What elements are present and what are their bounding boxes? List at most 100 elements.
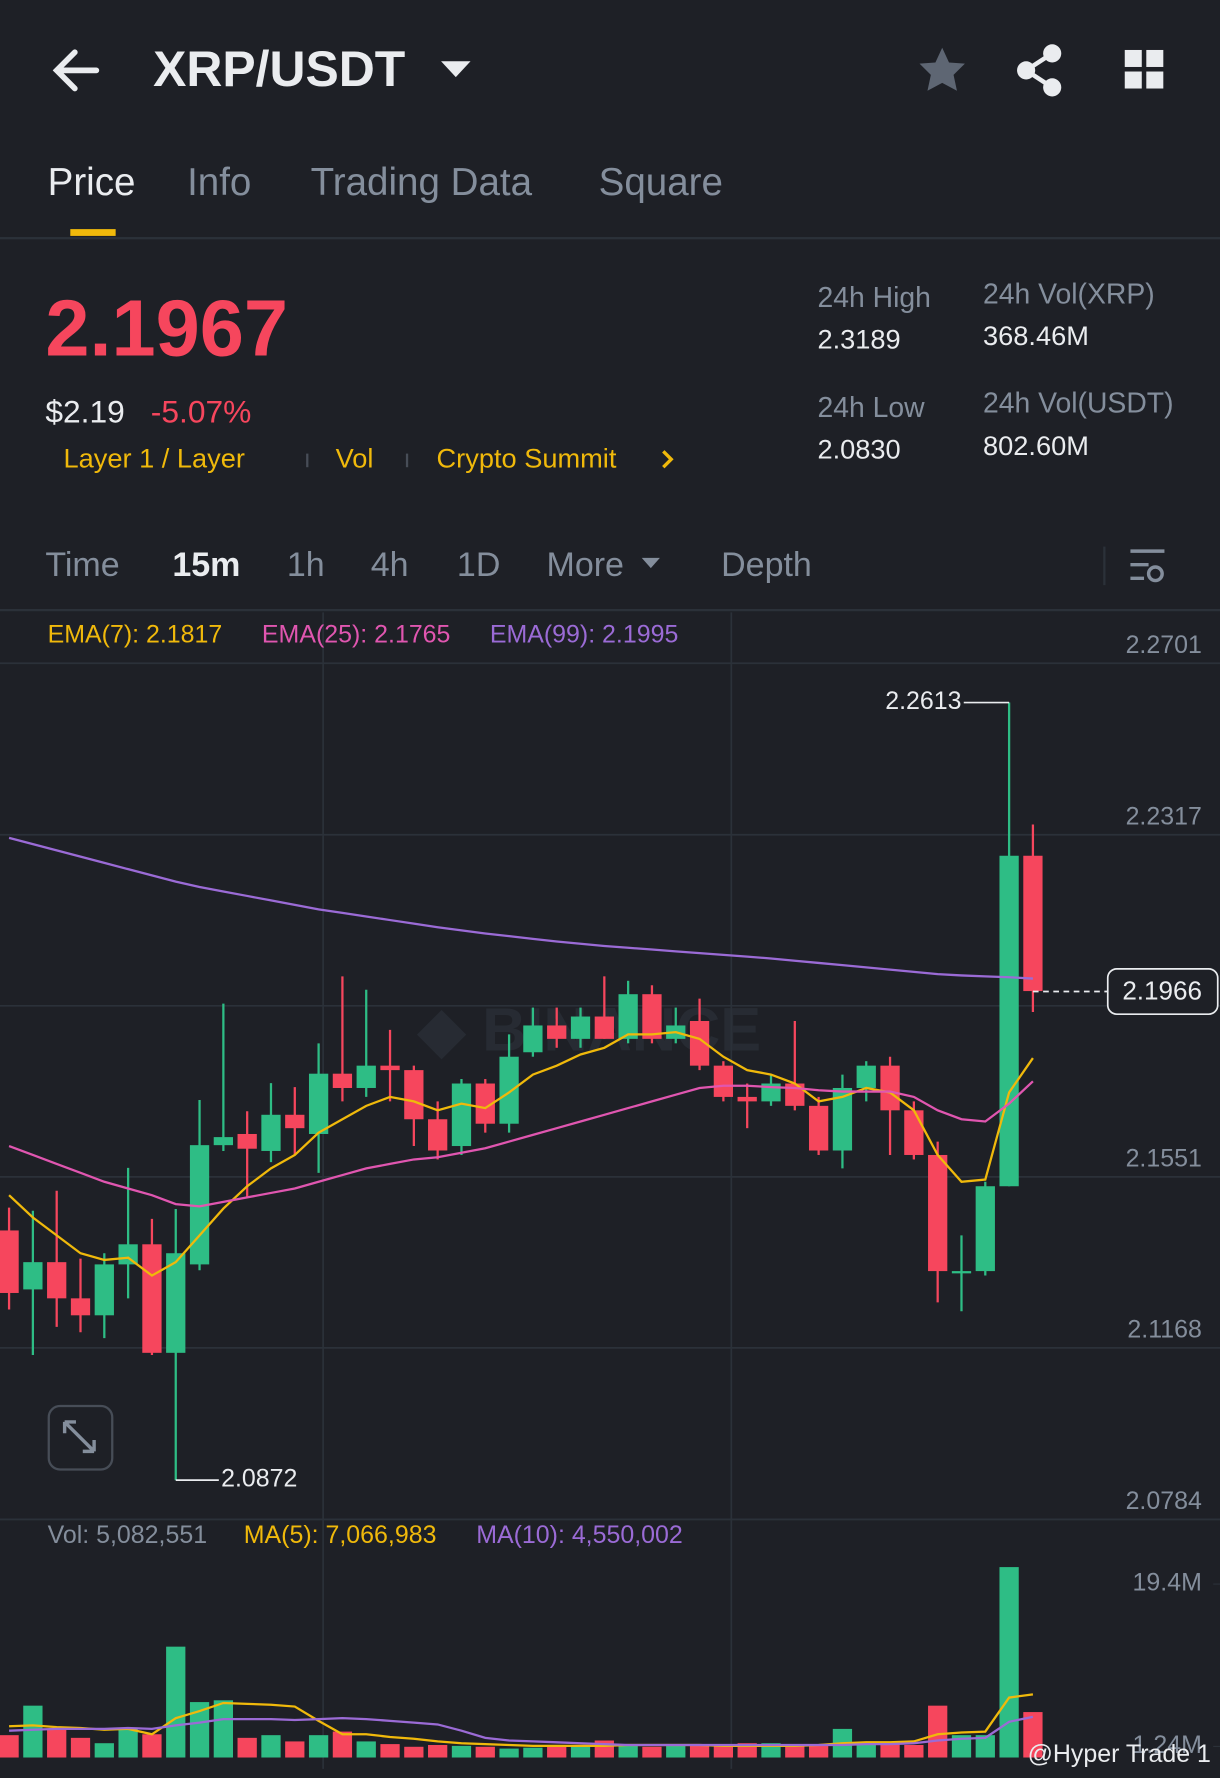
tag[interactable]: Crypto Summit [437, 443, 617, 474]
candle-body [332, 1073, 353, 1088]
volume-bar [404, 1746, 424, 1758]
interval[interactable]: More [547, 546, 624, 584]
volume-bar [308, 1735, 329, 1758]
last-price-tag [1106, 967, 1219, 1016]
stat-label: 24h Vol(USDT) [983, 387, 1174, 419]
settings-icon[interactable] [1130, 549, 1165, 583]
low-label: 2.0872 [221, 1465, 297, 1493]
candle-body [570, 1016, 591, 1039]
candle-body [0, 1230, 19, 1293]
legend-entry: MA(5): 7,066,983 [244, 1521, 437, 1549]
volume-bar [47, 1728, 67, 1758]
candle-body [94, 1264, 114, 1316]
expand-icon [62, 1420, 96, 1454]
ticker: 2.1967 $2.19 -5.07% Layer 1 / Layer Vol … [45, 278, 1173, 473]
candle-body [285, 1114, 305, 1129]
volume-bar [523, 1747, 543, 1758]
legend-entry: EMA(99): 2.1995 [490, 621, 679, 649]
y-tick-label: 2.0784 [1126, 1487, 1202, 1515]
volume-bar [70, 1737, 91, 1758]
volume-bar [332, 1731, 353, 1758]
volume-bar [975, 1735, 995, 1758]
interval[interactable]: 4h [371, 546, 409, 584]
candle-body [523, 1025, 543, 1053]
candle-body [856, 1065, 876, 1088]
candle-body [23, 1262, 43, 1290]
interval[interactable]: 15m [172, 546, 240, 584]
candle-body [547, 1025, 567, 1039]
volume-bar [213, 1700, 234, 1758]
candle-body [808, 1105, 829, 1151]
interval[interactable]: Time [45, 546, 119, 584]
tab[interactable]: Square [599, 161, 723, 204]
back-button[interactable] [52, 49, 100, 92]
candle-body [451, 1083, 472, 1147]
candle-body [880, 1065, 900, 1111]
volume-bar [1023, 1712, 1043, 1758]
stat-value: 802.60M [983, 430, 1089, 461]
candle-body [142, 1244, 162, 1353]
stat-value: 2.0830 [817, 434, 900, 465]
divider [0, 237, 1220, 240]
candle-body [404, 1070, 424, 1120]
volume-bar [285, 1741, 305, 1758]
volume-bar [356, 1741, 376, 1758]
y-tick-label: 1.24M [1133, 1731, 1202, 1759]
volume-bar [237, 1737, 257, 1758]
usd-price: $2.19 [45, 393, 124, 429]
tag[interactable]: Vol [336, 443, 374, 474]
watermark: @Hyper Trade 1 [1028, 1740, 1211, 1768]
y-tick-label: 2.1168 [1127, 1315, 1201, 1343]
pair-dropdown[interactable] [441, 61, 471, 78]
divider [0, 608, 1220, 612]
candle-body [999, 855, 1019, 1187]
y-tick-label: 2.1551 [1126, 1144, 1202, 1172]
last-price-label: 2.1966 [1122, 976, 1202, 1006]
y-tick-label: 2.2317 [1126, 802, 1202, 830]
volume-bar [689, 1744, 710, 1758]
share-icon[interactable] [1017, 44, 1062, 97]
grid-menu-icon[interactable] [1124, 49, 1164, 89]
volume-bar [570, 1745, 591, 1758]
tab[interactable]: Info [187, 161, 251, 204]
legend-entry: Vol: 5,082,551 [48, 1521, 207, 1549]
volume-bar [166, 1646, 186, 1758]
separator [1103, 546, 1106, 586]
volume-bar [428, 1744, 448, 1758]
tab[interactable]: Trading Data [311, 161, 533, 204]
candle-body [189, 1145, 210, 1265]
ema-line [8, 836, 1033, 980]
y-tick-label: 2.2701 [1126, 631, 1202, 659]
pair-title[interactable]: XRP/USDT [153, 41, 405, 97]
interval[interactable]: 1D [457, 546, 500, 584]
candle-body [475, 1083, 495, 1124]
high-label: 2.2613 [885, 687, 961, 715]
favorite-icon[interactable] [919, 47, 965, 91]
tab[interactable]: Price [48, 161, 136, 204]
stat-label: 24h High [817, 282, 930, 314]
last-price: 2.1967 [45, 284, 288, 373]
candle-body [308, 1073, 329, 1134]
volume-bar [713, 1744, 734, 1758]
candle-body [47, 1262, 67, 1299]
volume-bar [189, 1702, 210, 1758]
volume-bar [880, 1743, 900, 1758]
candle-body [356, 1065, 376, 1088]
candle-body [380, 1065, 400, 1071]
candle-body [689, 1020, 710, 1066]
legend-entry: EMA(7): 2.1817 [48, 621, 223, 649]
tag[interactable]: Layer 1 / Layer [63, 443, 244, 474]
volume-bar [642, 1746, 662, 1758]
volume-bar [951, 1735, 972, 1758]
candle-body [951, 1271, 972, 1274]
tab-indicator [70, 229, 116, 236]
volume-bar [547, 1746, 567, 1758]
volume-bar [928, 1705, 948, 1758]
candle-body [737, 1096, 757, 1102]
expand-button[interactable] [47, 1404, 114, 1471]
chevron [662, 450, 674, 469]
volume-bar [666, 1745, 686, 1758]
interval[interactable]: Depth [721, 546, 812, 584]
interval[interactable]: 1h [287, 546, 325, 584]
